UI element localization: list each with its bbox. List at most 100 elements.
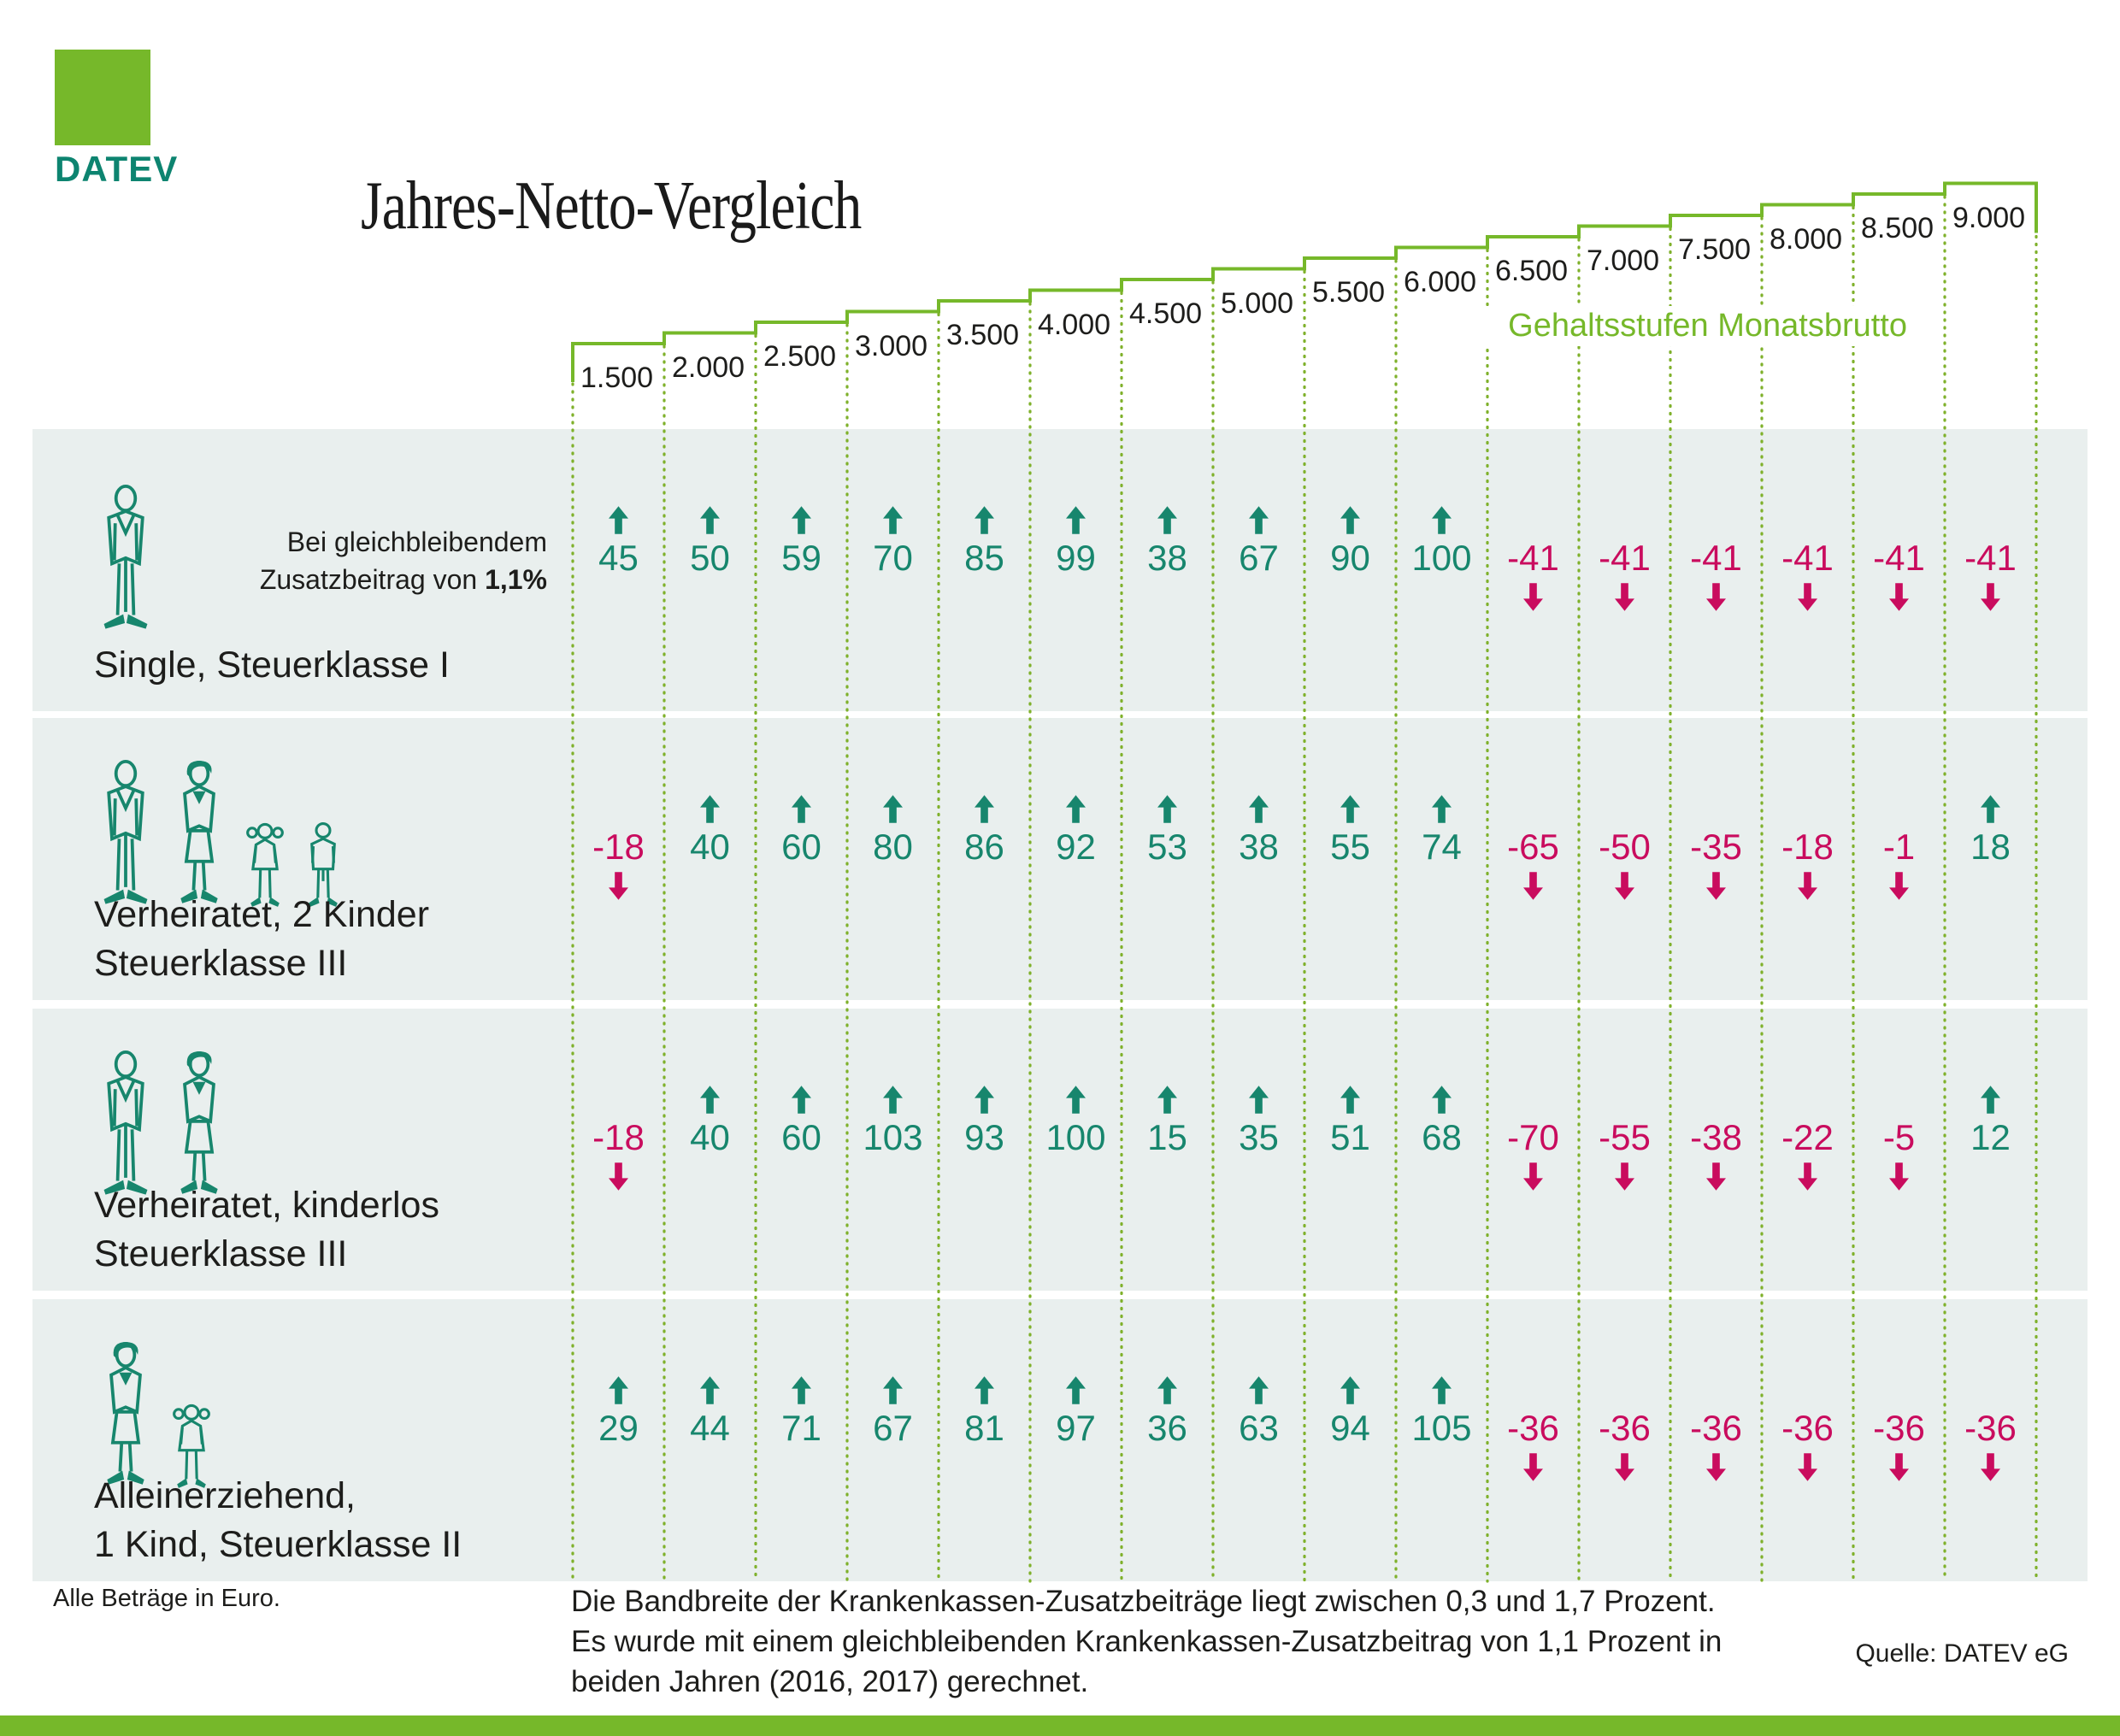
- value-cell: 44: [664, 1373, 756, 1484]
- household-icons: [97, 1033, 227, 1203]
- household-label: Verheiratet, kinderlos Steuerklasse III: [94, 1185, 439, 1274]
- up-arrow-icon: [1432, 1375, 1452, 1404]
- value-cell: 68: [1396, 1082, 1487, 1193]
- down-arrow-icon: [1615, 1452, 1634, 1481]
- net-difference-value: -41: [1690, 538, 1742, 578]
- down-arrow-icon: [1981, 582, 2000, 611]
- value-cell: -1: [1853, 791, 1945, 903]
- net-difference-value: 105: [1411, 1408, 1472, 1448]
- value-cell: 81: [939, 1373, 1030, 1484]
- value-cell: 60: [756, 1082, 847, 1193]
- net-difference-value: -18: [592, 1117, 645, 1157]
- value-cell: -36: [1670, 1373, 1762, 1484]
- net-difference-value: 92: [1056, 827, 1096, 867]
- axis-title: Gehaltsstufen Monatsbrutto: [1458, 306, 1912, 346]
- source-credit: Quelle: DATEV eG: [1855, 1639, 2069, 1668]
- value-cell: 74: [1396, 791, 1487, 903]
- net-difference-value: 29: [598, 1408, 639, 1448]
- value-cell: -36: [1945, 1373, 2036, 1484]
- net-difference-value: -18: [592, 827, 645, 867]
- up-arrow-icon: [1157, 1085, 1177, 1114]
- explanation-line: Die Bandbreite der Krankenkassen-Zusatzb…: [571, 1585, 1716, 1618]
- net-difference-value: -41: [1964, 538, 2017, 578]
- salary-step-label: 8.000: [1770, 222, 1843, 256]
- value-cell: 15: [1122, 1082, 1213, 1193]
- salary-step-label: 3.500: [946, 319, 1020, 351]
- value-cell: 85: [939, 503, 1030, 614]
- down-arrow-icon: [1706, 1162, 1726, 1191]
- value-cell: -38: [1670, 1082, 1762, 1193]
- salary-step-label: 5.500: [1312, 276, 1386, 309]
- value-cell: -36: [1579, 1373, 1670, 1484]
- up-arrow-icon: [1157, 505, 1177, 534]
- down-arrow-icon: [1798, 1162, 1817, 1191]
- down-arrow-icon: [1706, 1452, 1726, 1481]
- value-cell: 92: [1030, 791, 1122, 903]
- net-difference-value: 90: [1330, 538, 1370, 578]
- bottom-green-bar: [0, 1715, 2120, 1736]
- up-arrow-icon: [883, 1375, 903, 1404]
- explanation-text: Die Bandbreite der Krankenkassen-Zusatzb…: [571, 1581, 1722, 1702]
- value-cell: 45: [573, 503, 664, 614]
- up-arrow-icon: [1066, 794, 1086, 823]
- value-cell: 94: [1304, 1373, 1396, 1484]
- net-difference-value: 38: [1147, 538, 1187, 578]
- up-arrow-icon: [1981, 1085, 2000, 1114]
- down-arrow-icon: [1981, 1452, 2000, 1481]
- net-difference-value: 12: [1970, 1117, 2011, 1157]
- net-difference-value: 68: [1422, 1117, 1462, 1157]
- up-arrow-icon: [1340, 1085, 1360, 1114]
- down-arrow-icon: [1706, 582, 1726, 611]
- household-row: Alleinerziehend, 1 Kind, Steuerklasse II: [32, 1299, 2088, 1581]
- household-label: Single, Steuerklasse I: [94, 644, 450, 686]
- value-cell: 80: [847, 791, 939, 903]
- down-arrow-icon: [1798, 1452, 1817, 1481]
- value-cell: 105: [1396, 1373, 1487, 1484]
- up-arrow-icon: [1432, 794, 1452, 823]
- net-difference-value: -38: [1690, 1117, 1742, 1157]
- up-arrow-icon: [609, 505, 628, 534]
- value-cell: 51: [1304, 1082, 1396, 1193]
- net-difference-value: 55: [1330, 827, 1370, 867]
- net-difference-value: 103: [863, 1117, 923, 1157]
- down-arrow-icon: [1889, 871, 1909, 900]
- down-arrow-icon: [1523, 1162, 1543, 1191]
- up-arrow-icon: [700, 1375, 720, 1404]
- up-arrow-icon: [700, 505, 720, 534]
- salary-step-label: 4.500: [1129, 297, 1203, 330]
- up-arrow-icon: [1340, 794, 1360, 823]
- net-difference-value: 15: [1147, 1117, 1187, 1157]
- value-cell: 67: [847, 1373, 939, 1484]
- net-difference-value: -50: [1599, 827, 1651, 867]
- value-cell: 99: [1030, 503, 1122, 614]
- household-row: Verheiratet, kinderlos Steuerklasse III: [32, 1009, 2088, 1291]
- value-cell: 60: [756, 791, 847, 903]
- value-cell: 93: [939, 1082, 1030, 1193]
- value-cell: -41: [1579, 503, 1670, 614]
- net-difference-value: 70: [873, 538, 913, 578]
- page-title: Jahres-Netto-Vergleich: [361, 168, 862, 244]
- up-arrow-icon: [883, 1085, 903, 1114]
- net-difference-value: 63: [1239, 1408, 1279, 1448]
- value-cell: 90: [1304, 503, 1396, 614]
- man-icon: [102, 485, 150, 631]
- datev-logo-text: DATEV: [55, 149, 179, 189]
- salary-step-label: 7.000: [1587, 244, 1660, 277]
- up-arrow-icon: [700, 1085, 720, 1114]
- value-cell: 67: [1213, 503, 1304, 614]
- net-difference-value: 40: [690, 1117, 730, 1157]
- net-difference-value: 60: [781, 1117, 822, 1157]
- down-arrow-icon: [1615, 871, 1634, 900]
- value-cell: 103: [847, 1082, 939, 1193]
- down-arrow-icon: [1615, 1162, 1634, 1191]
- up-arrow-icon: [1157, 1375, 1177, 1404]
- net-difference-value: 45: [598, 538, 639, 578]
- net-difference-value: 81: [964, 1408, 1004, 1448]
- net-difference-value: 59: [781, 538, 822, 578]
- down-arrow-icon: [1523, 582, 1543, 611]
- household-row: Bei gleichbleibendem Zusatzbeitrag von 1,…: [32, 429, 2088, 711]
- down-arrow-icon: [1706, 871, 1726, 900]
- household-icons: [97, 1323, 212, 1494]
- net-difference-value: 53: [1147, 827, 1187, 867]
